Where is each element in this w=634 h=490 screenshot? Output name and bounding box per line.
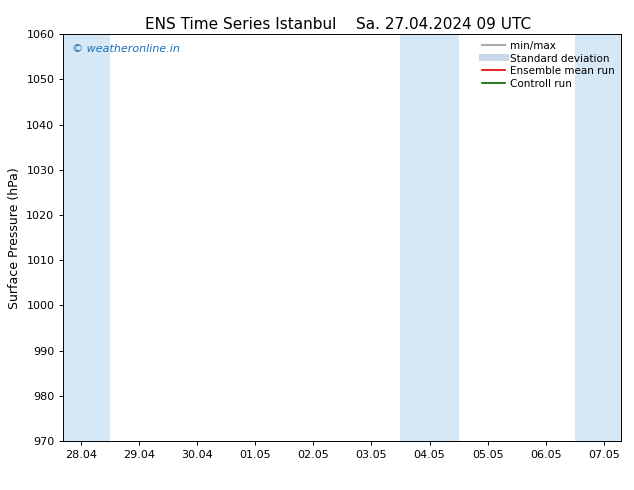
Text: ENS Time Series Istanbul: ENS Time Series Istanbul (145, 17, 337, 32)
Legend: min/max, Standard deviation, Ensemble mean run, Controll run: min/max, Standard deviation, Ensemble me… (478, 36, 619, 94)
Bar (575, 34, 633, 441)
Y-axis label: Surface Pressure (hPa): Surface Pressure (hPa) (8, 167, 21, 309)
Text: Sa. 27.04.2024 09 UTC: Sa. 27.04.2024 09 UTC (356, 17, 531, 32)
Text: © weatheronline.in: © weatheronline.in (72, 45, 179, 54)
Bar (401, 34, 458, 441)
Bar (52, 34, 110, 441)
